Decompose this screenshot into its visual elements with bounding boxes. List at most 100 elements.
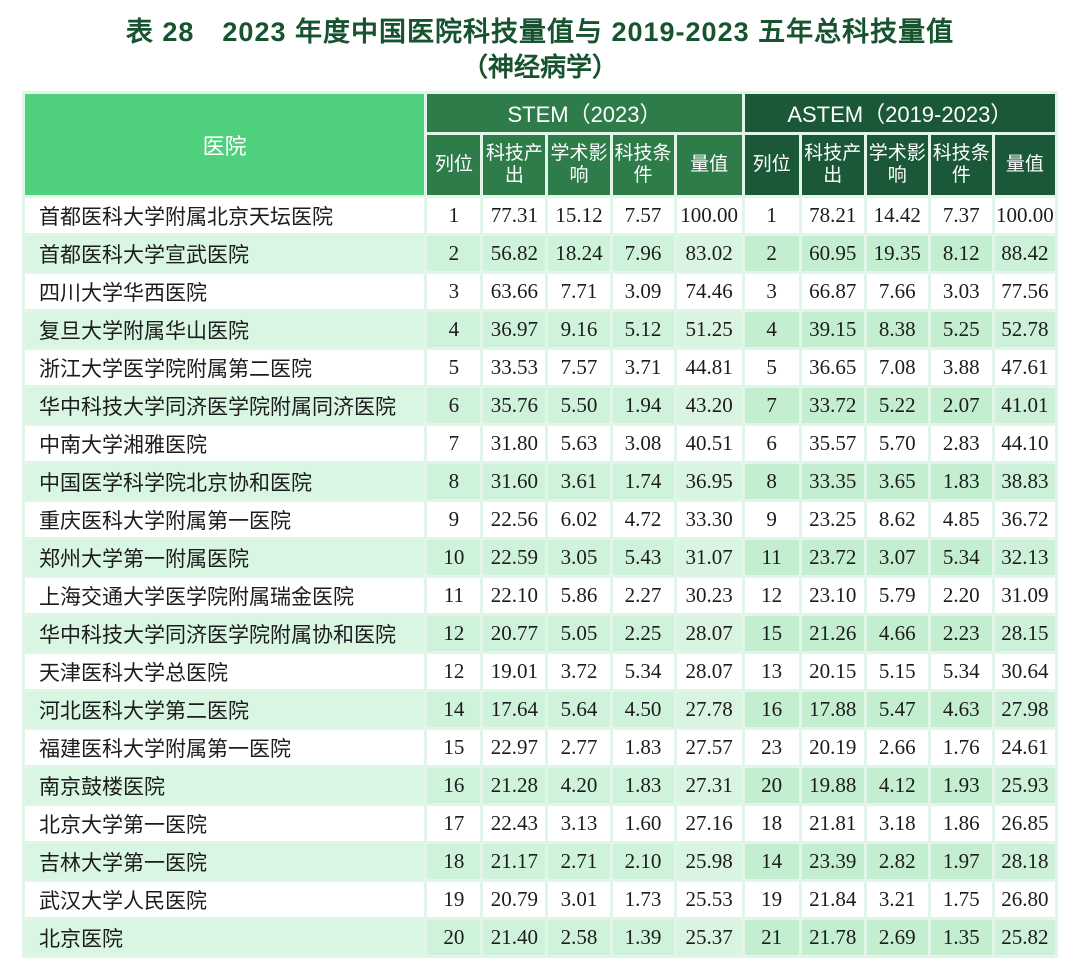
hospital-name-cell: 中南大学湘雅医院 (25, 426, 425, 461)
stem-rank-cell: 19 (427, 882, 481, 917)
stem-group-header: STEM（2023） (427, 94, 742, 132)
astem-condition-cell: 5.34 (930, 654, 992, 689)
stem-condition-cell: 4.72 (612, 502, 674, 537)
astem-condition-cell: 2.20 (930, 578, 992, 613)
hospital-name-cell: 北京医院 (25, 920, 425, 955)
astem-value-cell: 88.42 (994, 236, 1055, 271)
astem-impact-cell: 14.42 (866, 198, 928, 233)
stem-condition-cell: 3.09 (612, 274, 674, 309)
astem-impact-cell: 8.62 (866, 502, 928, 537)
astem-rank-cell: 12 (744, 578, 799, 613)
astem-impact-cell: 8.38 (866, 312, 928, 347)
stem-value-cell: 33.30 (676, 502, 742, 537)
astem-rank-cell: 8 (744, 464, 799, 499)
astem-impact-cell: 5.79 (866, 578, 928, 613)
astem-rank-cell: 4 (744, 312, 799, 347)
stem-output-cell: 19.01 (483, 654, 546, 689)
astem-condition-cell: 2.07 (930, 388, 992, 423)
hospital-name-cell: 浙江大学医学院附属第二医院 (25, 350, 425, 385)
stem-value-cell: 83.02 (676, 236, 742, 271)
stem-value-cell: 27.57 (676, 730, 742, 765)
hospital-name-cell: 华中科技大学同济医学院附属同济医院 (25, 388, 425, 423)
stem-rank-cell: 2 (427, 236, 481, 271)
stem-impact-cell: 18.24 (548, 236, 610, 271)
stem-impact-cell: 4.20 (548, 768, 610, 803)
hospital-name-cell: 郑州大学第一附属医院 (25, 540, 425, 575)
stem-value-table: 医院 STEM（2023） ASTEM（2019-2023） 列位 科技产出 学… (22, 91, 1058, 958)
astem-impact-cell: 3.65 (866, 464, 928, 499)
stem-output-cell: 21.17 (483, 844, 546, 879)
table-title: 表 28 2023 年度中国医院科技量值与 2019-2023 五年总科技量值 … (0, 14, 1080, 84)
astem-impact-cell: 7.08 (866, 350, 928, 385)
stem-condition-cell: 5.43 (612, 540, 674, 575)
stem-output-cell: 77.31 (483, 198, 546, 233)
stem-output-cell: 33.53 (483, 350, 546, 385)
astem-output-cell: 35.57 (801, 426, 864, 461)
stem-impact-cell: 3.01 (548, 882, 610, 917)
stem-impact-header: 学术影响 (548, 135, 610, 195)
astem-output-cell: 33.72 (801, 388, 864, 423)
stem-rank-cell: 20 (427, 920, 481, 955)
stem-impact-cell: 2.58 (548, 920, 610, 955)
astem-condition-cell: 4.63 (930, 692, 992, 727)
astem-value-header: 量值 (994, 135, 1055, 195)
stem-rank-cell: 3 (427, 274, 481, 309)
table-row: 首都医科大学附属北京天坛医院 1 77.31 15.12 7.57 100.00 1 78.2… (25, 198, 1055, 233)
stem-value-cell: 30.23 (676, 578, 742, 613)
astem-output-cell: 21.78 (801, 920, 864, 955)
astem-output-cell: 33.35 (801, 464, 864, 499)
table-row: 河北医科大学第二医院 14 17.64 5.64 4.50 27.78 16 17.88 5.4… (25, 692, 1055, 727)
astem-rank-cell: 19 (744, 882, 799, 917)
table-body: 首都医科大学附属北京天坛医院 1 77.31 15.12 7.57 100.00 1 78.2… (25, 198, 1055, 955)
hospital-name-cell: 首都医科大学附属北京天坛医院 (25, 198, 425, 233)
table-row: 郑州大学第一附属医院 10 22.59 3.05 5.43 31.07 11 23.72 3.0… (25, 540, 1055, 575)
astem-output-header: 科技产出 (801, 135, 864, 195)
stem-impact-cell: 2.77 (548, 730, 610, 765)
stem-rank-cell: 5 (427, 350, 481, 385)
table-row: 重庆医科大学附属第一医院 9 22.56 6.02 4.72 33.30 9 23.25 8.6… (25, 502, 1055, 537)
astem-condition-cell: 1.83 (930, 464, 992, 499)
stem-rank-cell: 16 (427, 768, 481, 803)
table-header: 医院 STEM（2023） ASTEM（2019-2023） 列位 科技产出 学… (25, 94, 1055, 195)
hospital-name-cell: 河北医科大学第二医院 (25, 692, 425, 727)
astem-impact-cell: 3.21 (866, 882, 928, 917)
astem-condition-cell: 3.88 (930, 350, 992, 385)
table-row: 四川大学华西医院 3 63.66 7.71 3.09 74.46 3 66.87 7.66 3.0… (25, 274, 1055, 309)
astem-impact-cell: 2.82 (866, 844, 928, 879)
stem-value-cell: 25.37 (676, 920, 742, 955)
stem-rank-cell: 4 (427, 312, 481, 347)
table-row: 华中科技大学同济医学院附属同济医院 6 35.76 5.50 1.94 43.20 7 33.… (25, 388, 1055, 423)
astem-value-cell: 36.72 (994, 502, 1055, 537)
stem-output-cell: 31.60 (483, 464, 546, 499)
astem-output-cell: 66.87 (801, 274, 864, 309)
stem-rank-cell: 6 (427, 388, 481, 423)
astem-condition-cell: 7.37 (930, 198, 992, 233)
stem-rank-cell: 7 (427, 426, 481, 461)
stem-rank-header: 列位 (427, 135, 481, 195)
astem-condition-cell: 1.75 (930, 882, 992, 917)
stem-rank-cell: 14 (427, 692, 481, 727)
astem-condition-cell: 1.76 (930, 730, 992, 765)
hospital-name-cell: 天津医科大学总医院 (25, 654, 425, 689)
astem-value-cell: 25.93 (994, 768, 1055, 803)
stem-value-cell: 27.31 (676, 768, 742, 803)
stem-output-cell: 31.80 (483, 426, 546, 461)
astem-condition-cell: 2.83 (930, 426, 992, 461)
astem-value-cell: 28.15 (994, 616, 1055, 651)
astem-rank-cell: 2 (744, 236, 799, 271)
table-row: 吉林大学第一医院 18 21.17 2.71 2.10 25.98 14 23.39 2.82 1… (25, 844, 1055, 879)
table-row: 首都医科大学宣武医院 2 56.82 18.24 7.96 83.02 2 60.95 19.3… (25, 236, 1055, 271)
stem-rank-cell: 18 (427, 844, 481, 879)
stem-condition-cell: 1.73 (612, 882, 674, 917)
stem-impact-cell: 6.02 (548, 502, 610, 537)
astem-rank-cell: 11 (744, 540, 799, 575)
stem-impact-cell: 9.16 (548, 312, 610, 347)
astem-condition-cell: 1.35 (930, 920, 992, 955)
stem-output-cell: 20.77 (483, 616, 546, 651)
table-row: 武汉大学人民医院 19 20.79 3.01 1.73 25.53 19 21.84 3.21 1… (25, 882, 1055, 917)
astem-rank-cell: 6 (744, 426, 799, 461)
hospital-name-cell: 吉林大学第一医院 (25, 844, 425, 879)
hospital-column-header: 医院 (25, 94, 425, 195)
stem-condition-cell: 1.39 (612, 920, 674, 955)
table-row: 复旦大学附属华山医院 4 36.97 9.16 5.12 51.25 4 39.15 8.38 5… (25, 312, 1055, 347)
